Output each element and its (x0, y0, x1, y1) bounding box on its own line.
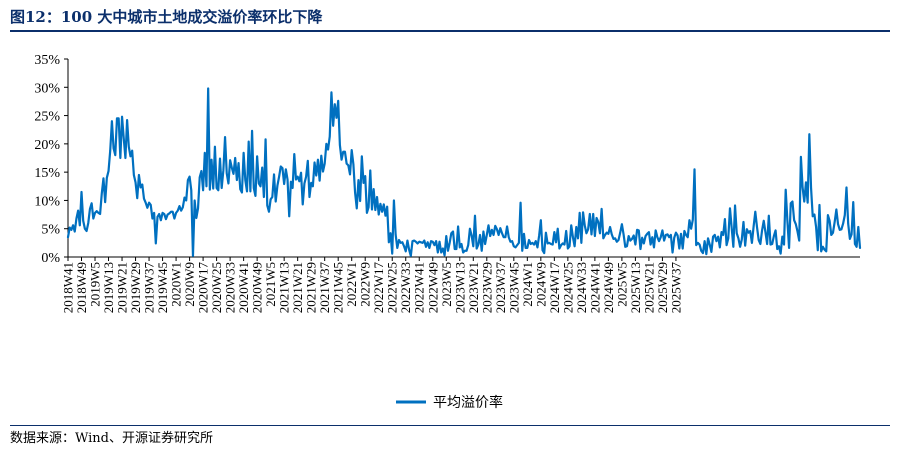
y-tick-label: 0% (41, 251, 60, 266)
x-tick-label: 2024W49 (601, 262, 616, 313)
series-line-average-premium-rate (66, 87, 862, 257)
x-tick-label: 2023W29 (479, 262, 494, 313)
series-layer (66, 87, 862, 257)
x-tick-label: 2021W13 (277, 262, 292, 313)
x-tick-label: 2025W13 (628, 262, 643, 313)
x-tick-label: 2022W1 (344, 262, 359, 307)
y-tick-label: 15% (34, 166, 60, 181)
x-tick-label: 2020W1 (169, 262, 184, 307)
source-divider (10, 425, 890, 426)
x-tick-label: 2025W21 (641, 262, 656, 313)
x-tick-label: 2022W9 (358, 262, 373, 307)
x-tick-label: 2020W9 (182, 262, 197, 307)
x-tick-label: 2023W21 (466, 262, 481, 313)
x-tick-label: 2018W49 (74, 262, 89, 313)
x-axis: 2018W412018W492019W52019W132019W212019W2… (61, 256, 860, 314)
x-tick-label: 2021W21 (290, 262, 305, 313)
y-tick-label: 20% (34, 138, 60, 153)
x-tick-label: 2021W45 (331, 262, 346, 313)
y-tick-label: 30% (34, 81, 60, 96)
x-tick-label: 2020W41 (236, 262, 251, 313)
line-chart: 0%5%10%15%20%25%30%35% 2018W412018W49201… (34, 53, 862, 411)
x-tick-label: 2024W41 (587, 262, 602, 313)
x-tick-label: 2024W1 (520, 262, 535, 307)
x-tick-label: 2020W49 (250, 262, 265, 313)
x-tick-label: 2020W17 (196, 262, 211, 314)
title-bar: 图12：100 大中城市土地成交溢价率环比下降 (10, 4, 890, 32)
y-axis: 0% 5% 10% 15% 20% 25% 30% 35% (34, 53, 69, 266)
x-tick-label: 2022W41 (412, 262, 427, 313)
title-underline (10, 30, 890, 32)
x-tick-label: 2021W5 (263, 262, 278, 307)
x-tick-label: 2024W25 (560, 262, 575, 313)
x-tick-label: 2023W37 (493, 262, 508, 314)
y-tick-label: 5% (41, 223, 60, 238)
x-tick-label: 2025W37 (668, 262, 683, 314)
x-tick-label: 2019W37 (142, 262, 157, 314)
x-tick-label: 2024W17 (547, 262, 562, 314)
x-tick-label: 2022W49 (425, 262, 440, 313)
x-tick-label: 2019W45 (155, 262, 170, 313)
x-tick-label: 2024W33 (574, 262, 589, 313)
legend-label: 平均溢价率 (433, 394, 503, 411)
x-tick-label: 2023W13 (452, 262, 467, 313)
y-tick-label: 25% (34, 110, 60, 125)
source-note: 数据来源：Wind、开源证券研究所 (10, 431, 213, 446)
x-tick-label: 2022W33 (398, 262, 413, 313)
x-tick-label: 2019W13 (101, 262, 116, 313)
y-tick-label: 10% (34, 194, 60, 209)
x-tick-label: 2019W29 (128, 262, 143, 313)
x-tick-label: 2025W29 (655, 262, 670, 313)
chart-title: 图12：100 大中城市土地成交溢价率环比下降 (10, 8, 323, 26)
x-tick-label: 2019W21 (115, 262, 130, 313)
x-tick-label: 2023W45 (506, 262, 521, 313)
x-tick-label: 2020W33 (223, 262, 238, 313)
legend: 平均溢价率 (396, 394, 503, 411)
x-tick-label: 2020W25 (209, 262, 224, 313)
x-tick-label: 2022W17 (371, 262, 386, 314)
x-tick-label: 2018W41 (61, 262, 76, 313)
x-tick-label: 2025W5 (614, 262, 629, 307)
y-tick-label: 35% (34, 53, 60, 68)
x-tick-label: 2021W29 (304, 262, 319, 313)
x-tick-label: 2019W5 (88, 262, 103, 307)
x-tick-label: 2023W5 (439, 262, 454, 307)
x-tick-label: 2024W9 (533, 262, 548, 307)
x-tick-label: 2022W25 (385, 262, 400, 313)
x-tick-label: 2021W37 (317, 262, 332, 314)
